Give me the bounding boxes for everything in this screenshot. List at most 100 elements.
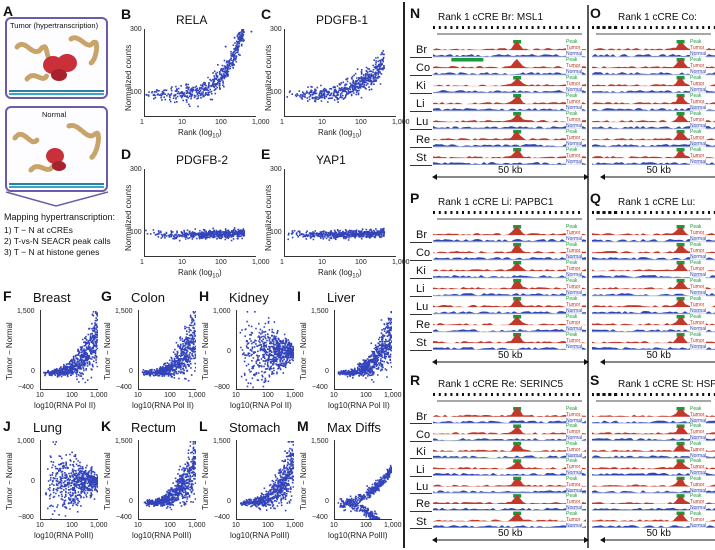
mapping-step-2: 2) T-vs-N SEACR peak calls xyxy=(4,236,111,246)
tumor-signal xyxy=(592,443,715,452)
ccre-mark xyxy=(444,211,447,214)
tissue-label-li: Li xyxy=(416,463,425,476)
tissue-separator xyxy=(410,75,432,76)
normal-signal xyxy=(592,507,715,511)
track-label-peak: Peak xyxy=(690,57,702,63)
track-label-normal: Normal xyxy=(566,105,583,111)
ccre-mark xyxy=(614,26,616,29)
track-label-normal: Normal xyxy=(690,344,707,350)
track-label-normal: Normal xyxy=(566,51,583,57)
tumor-signal xyxy=(592,131,715,141)
ccre-mark xyxy=(473,26,476,29)
tissue-label-co: Co xyxy=(416,428,431,441)
ccre-mark xyxy=(702,211,705,214)
tn-plot-ylabel: Tumor − Normal xyxy=(299,322,308,380)
ccre-mark xyxy=(673,211,676,214)
track-label-peak: Peak xyxy=(566,510,578,517)
tumor-signal xyxy=(433,225,586,236)
tissue-separator xyxy=(410,510,432,512)
track-label-peak: Peak xyxy=(566,111,578,117)
tn-plot-xlabel: log10(RNA Pol II) xyxy=(132,401,194,410)
normal-signal xyxy=(433,293,586,296)
rank-plot-title: PDGFB-2 xyxy=(176,153,229,167)
track-label-peak: Peak xyxy=(566,93,578,99)
scale-label: 50 kb xyxy=(495,350,526,361)
tn-plot-xlabel: log10(RNA PolII) xyxy=(230,531,290,540)
tissue-label-co: Co xyxy=(416,247,431,260)
outlier-point xyxy=(224,45,227,48)
ccre-mark xyxy=(596,211,599,214)
ccre-mark xyxy=(696,211,699,214)
normal-signal xyxy=(592,420,715,423)
ccre-mark xyxy=(467,26,470,29)
ccre-mark xyxy=(560,393,563,396)
peak-call xyxy=(451,58,484,62)
x-tick-label: 10 xyxy=(36,392,44,399)
panel-label-a: A xyxy=(3,3,14,19)
track-label-normal: Normal xyxy=(566,254,583,260)
ccre-mark xyxy=(520,393,522,396)
scale-arrow-left xyxy=(600,537,605,543)
track-label-group: Peak Tumor Normal xyxy=(690,440,707,459)
rank-plot-xlabel: Rank (log10) xyxy=(178,128,222,140)
normal-signal xyxy=(592,90,715,93)
tn-plot-title: Liver xyxy=(327,290,356,305)
x-tick-label: 1 xyxy=(280,119,284,126)
tissue-label-re: Re xyxy=(416,134,431,147)
tumor-signal xyxy=(592,42,715,51)
x-tick-label: 100 xyxy=(66,522,78,529)
tumor-signal xyxy=(592,114,715,123)
panel-label-n: N xyxy=(410,5,421,21)
ccre-mark xyxy=(508,393,511,396)
track-label-normal: Normal xyxy=(690,123,707,129)
tumor-signal xyxy=(433,95,586,105)
track-label-peak: Peak xyxy=(690,458,702,465)
ccre-mark xyxy=(684,393,687,396)
normal-signal xyxy=(592,275,715,278)
ccre-mark xyxy=(615,26,618,29)
y-tick-label: 0 xyxy=(129,498,133,506)
track-label-normal: Normal xyxy=(690,236,707,242)
ccre-mark xyxy=(661,211,664,214)
x-tick-label: 100 xyxy=(360,522,372,529)
y-tick-label: 0 xyxy=(325,498,329,506)
tumor-signal xyxy=(592,245,715,254)
ccre-mark xyxy=(554,211,557,214)
scale-label: 50 kb xyxy=(643,350,674,361)
tissue-separator xyxy=(410,440,432,442)
track-label-peak: Peak xyxy=(566,147,578,153)
track-label-tumor: Tumor xyxy=(566,338,581,344)
ccre-mark xyxy=(531,26,534,29)
track-label-normal: Normal xyxy=(690,308,707,314)
track-label-normal: Normal xyxy=(690,69,707,75)
tumor-signal xyxy=(592,227,715,236)
rank-plot-xlabel-suffix: ) xyxy=(218,128,222,137)
track-label-group: Peak Tumor Normal xyxy=(566,111,583,129)
peak-call xyxy=(513,441,522,446)
tn-scatter-m xyxy=(334,440,392,520)
track-label-tumor: Tumor xyxy=(690,266,705,272)
panel-label-b: B xyxy=(121,6,132,22)
track-label-normal: Normal xyxy=(690,87,707,93)
track-label-normal: Normal xyxy=(690,522,707,529)
ccre-mark xyxy=(608,211,611,214)
track-label-peak: Peak xyxy=(690,129,702,135)
track-label-group: Peak Tumor Normal xyxy=(690,242,707,260)
x-tick-label: 100 xyxy=(215,259,227,266)
tissue-separator xyxy=(410,165,432,166)
track-label-normal: Normal xyxy=(690,487,707,494)
tumor-signal xyxy=(433,40,586,51)
x-tick-label: 10 xyxy=(232,522,240,529)
track-label-tumor: Tumor xyxy=(690,429,705,436)
tumor-signal xyxy=(592,460,715,470)
track-label-group: Peak Tumor Normal xyxy=(566,224,583,242)
tissue-label-ki: Ki xyxy=(416,265,426,278)
tn-points xyxy=(337,311,392,383)
track-label-tumor: Tumor xyxy=(566,446,581,453)
track-label-tumor: Tumor xyxy=(690,63,705,69)
tumor-signal xyxy=(592,298,715,308)
track-label-group: Peak Tumor Normal xyxy=(566,242,583,260)
track-label-normal: Normal xyxy=(690,435,707,442)
track-label-peak: Peak xyxy=(566,406,578,412)
track-label-group: Peak Tumor Normal xyxy=(690,475,707,494)
